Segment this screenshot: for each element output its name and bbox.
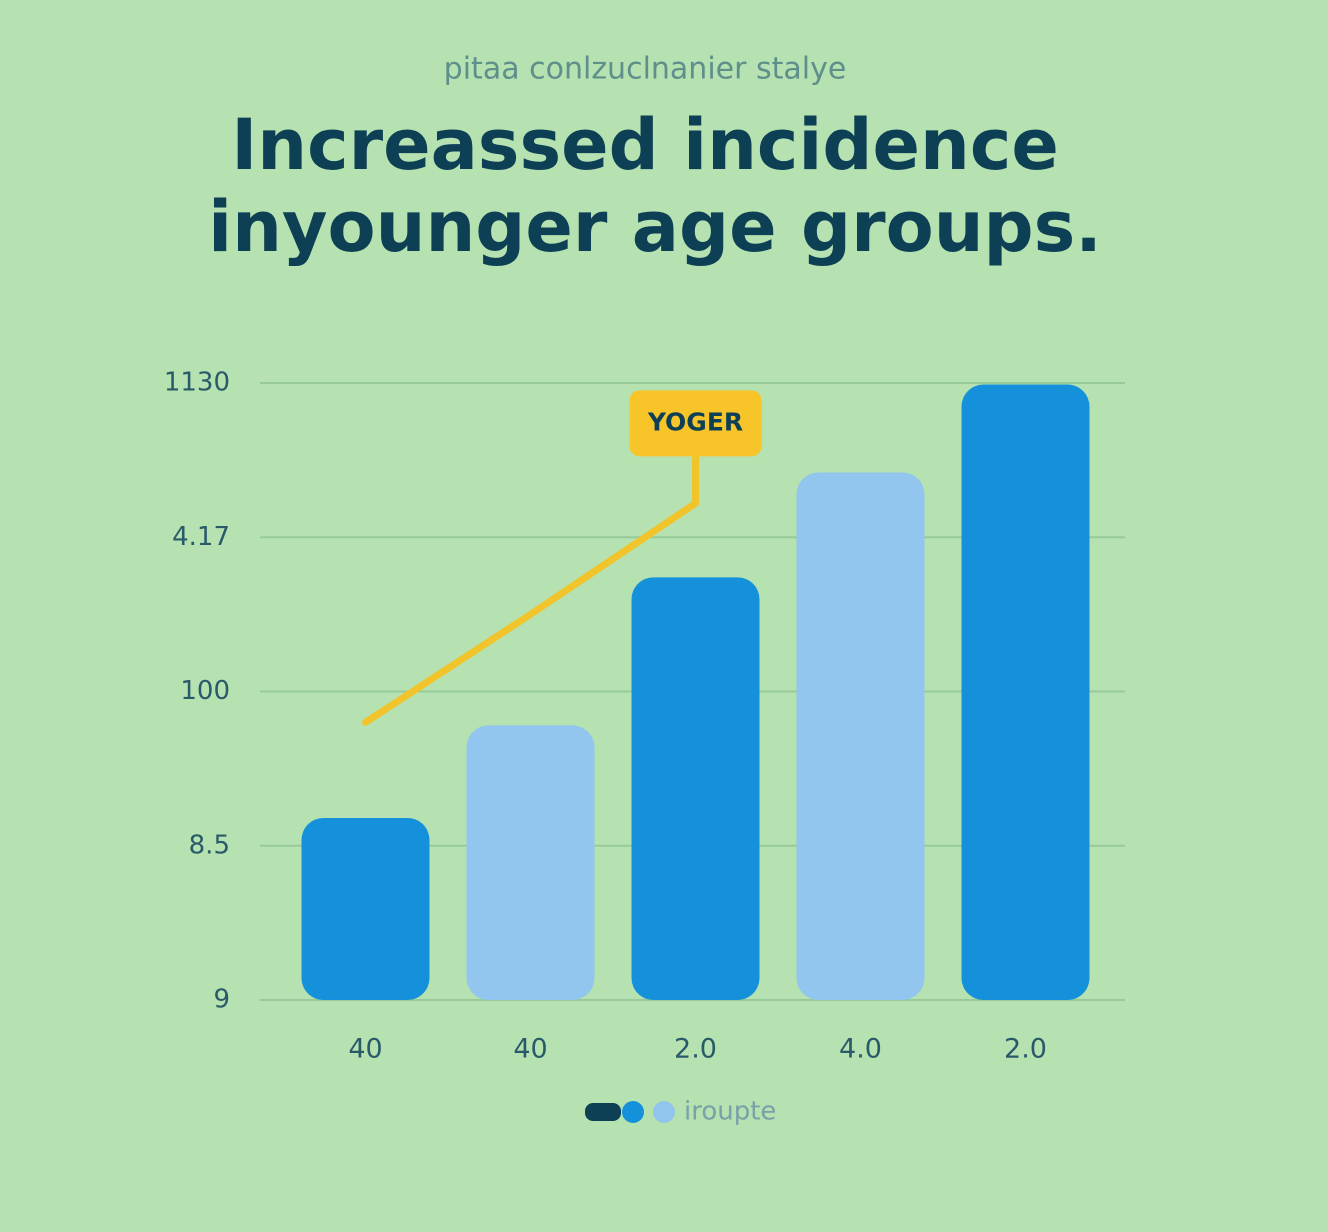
legend-label: iroupte — [684, 1097, 776, 1127]
x-tick-label: 4.0 — [839, 1034, 882, 1065]
legend-swatch — [622, 1101, 644, 1123]
annotation-box — [629, 390, 762, 457]
y-tick-label: 9 — [213, 985, 230, 1015]
y-tick-label: 4.17 — [172, 522, 230, 552]
annotation-label: YOGER — [647, 407, 743, 436]
legend-swatch — [653, 1101, 675, 1123]
x-tick-label: 40 — [348, 1034, 382, 1065]
trend-line — [362, 499, 699, 726]
chart-subtitle: pitaa conlzuclnanier stalye — [444, 52, 847, 87]
y-tick-label: 8.5 — [189, 830, 230, 860]
legend-swatch — [585, 1103, 621, 1121]
bar — [961, 384, 1090, 1001]
y-tick-label: 100 — [180, 676, 230, 706]
chart-title: Increassed incidence — [231, 104, 1059, 186]
bar — [631, 577, 760, 1000]
bar — [301, 817, 430, 1000]
chart-title: inyounger age groups. — [208, 186, 1102, 268]
x-tick-label: 2.0 — [1004, 1034, 1047, 1065]
y-tick-label: 1130 — [164, 368, 230, 398]
bar — [796, 472, 925, 1001]
x-tick-label: 2.0 — [674, 1034, 717, 1065]
x-tick-label: 40 — [513, 1034, 547, 1065]
bar — [466, 725, 595, 1000]
